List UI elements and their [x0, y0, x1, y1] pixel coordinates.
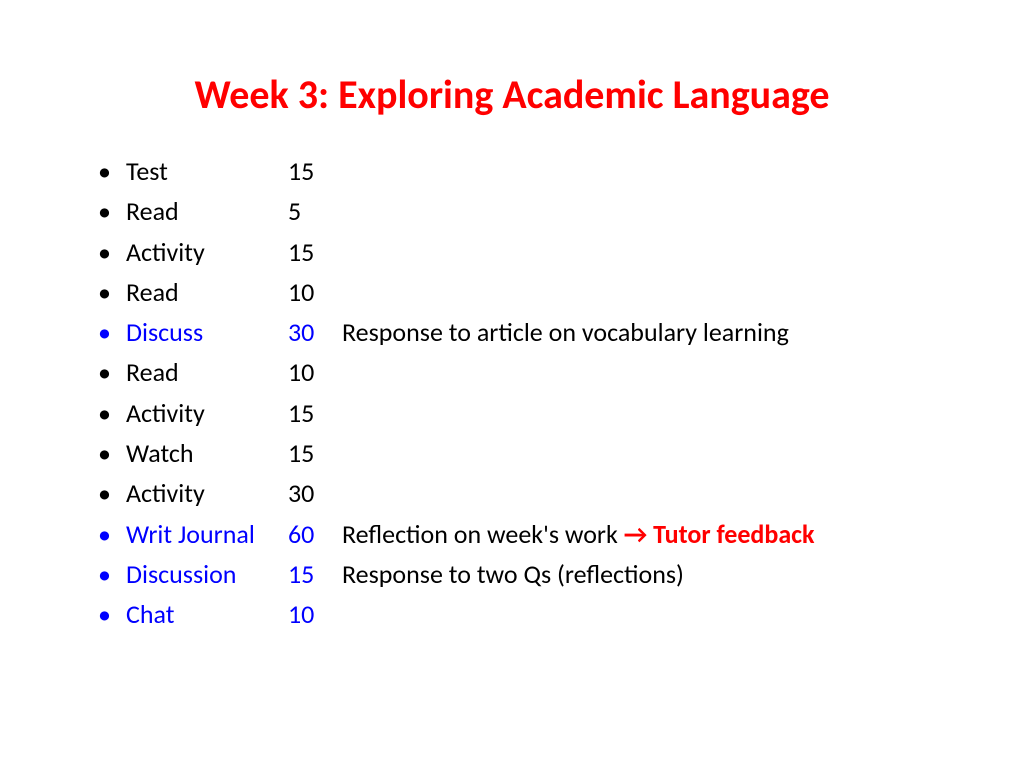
note-text: Response to two Qs (reflections)	[342, 558, 684, 590]
bullet-icon: •	[98, 514, 111, 554]
list-item: • Read5	[90, 191, 934, 231]
activity-minutes: 15	[288, 232, 342, 272]
activity-label: Activity	[126, 393, 288, 433]
list-item: • Writ Journal60Reflection on week's work…	[90, 514, 934, 554]
activity-minutes: 10	[288, 272, 342, 312]
bullet-icon: •	[98, 352, 111, 392]
activity-label: Watch	[126, 433, 288, 473]
list-item: • Chat10	[90, 594, 934, 634]
bullet-icon: •	[98, 433, 111, 473]
bullet-icon: •	[98, 191, 111, 231]
activity-label: Writ Journal	[126, 514, 288, 554]
bullet-icon: •	[98, 594, 111, 634]
activity-label: Read	[126, 191, 288, 231]
list-item: • Test15	[90, 151, 934, 191]
activity-label: Discuss	[126, 312, 288, 352]
bullet-icon: •	[98, 232, 111, 272]
bullet-icon: •	[98, 473, 111, 513]
activity-minutes: 30	[288, 312, 342, 352]
activity-note: Response to two Qs (reflections)	[342, 554, 934, 594]
note-text: Reflection on week's work	[342, 518, 624, 550]
list-item: • Discussion15Response to two Qs (reflect…	[90, 554, 934, 594]
activity-note: Response to article on vocabulary learni…	[342, 312, 934, 352]
activity-minutes: 15	[288, 433, 342, 473]
note-text: Response to article on vocabulary learni…	[342, 316, 789, 348]
activity-label: Read	[126, 272, 288, 312]
activity-minutes: 60	[288, 514, 342, 554]
list-item: • Discuss30Response to article on vocabul…	[90, 312, 934, 352]
activity-minutes: 30	[288, 473, 342, 513]
activity-label: Activity	[126, 473, 288, 513]
activity-minutes: 10	[288, 594, 342, 634]
tutor-feedback: → Tutor feedback	[624, 518, 815, 550]
bullet-icon: •	[98, 151, 111, 191]
activity-label: Activity	[126, 232, 288, 272]
activity-note: Reflection on week's work → Tutor feedba…	[342, 514, 934, 554]
activity-minutes: 5	[288, 191, 342, 231]
list-item: • Activity30	[90, 473, 934, 513]
activity-label: Discussion	[126, 554, 288, 594]
bullet-icon: •	[98, 312, 111, 352]
activity-minutes: 15	[288, 151, 342, 191]
list-item: • Activity15	[90, 232, 934, 272]
list-item: • Watch15	[90, 433, 934, 473]
bullet-icon: •	[98, 272, 111, 312]
activity-list: •Test15•Read5•Activity15•Read10•Discuss3…	[90, 151, 934, 635]
list-item: • Activity15	[90, 393, 934, 433]
activity-label: Read	[126, 352, 288, 392]
activity-minutes: 10	[288, 352, 342, 392]
activity-minutes: 15	[288, 554, 342, 594]
bullet-icon: •	[98, 393, 111, 433]
bullet-icon: •	[98, 554, 111, 594]
activity-label: Test	[126, 151, 288, 191]
activity-minutes: 15	[288, 393, 342, 433]
list-item: • Read10	[90, 352, 934, 392]
activity-label: Chat	[126, 594, 288, 634]
page-title: Week 3: Exploring Academic Language	[90, 70, 934, 119]
list-item: • Read10	[90, 272, 934, 312]
